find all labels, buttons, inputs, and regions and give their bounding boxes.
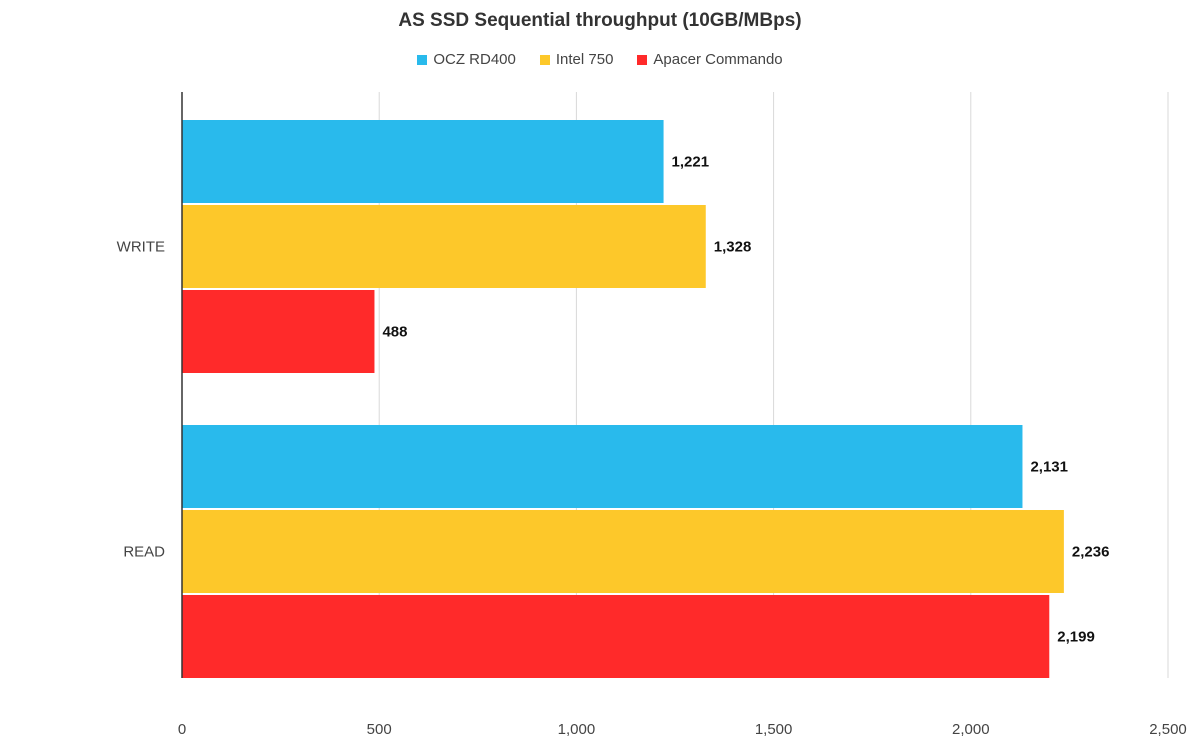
legend-label: OCZ RD400 <box>433 51 516 68</box>
legend-label: Apacer Commando <box>653 51 783 68</box>
category-label: READ <box>123 544 165 561</box>
legend-swatch <box>637 54 648 65</box>
x-tick-label: 2,000 <box>952 721 990 738</box>
data-label: 2,199 <box>1057 629 1095 646</box>
bar <box>182 595 1050 678</box>
x-tick-label: 0 <box>178 721 186 738</box>
bar <box>182 425 1023 508</box>
bar <box>182 205 706 288</box>
bar <box>182 290 375 373</box>
x-tick-label: 1,500 <box>755 721 793 738</box>
legend-swatch <box>417 54 428 65</box>
x-tick-label: 1,000 <box>558 721 596 738</box>
legend-item: Intel 750 <box>539 51 614 68</box>
legend: OCZ RD400 Intel 750 Apacer Commando <box>0 51 1200 68</box>
data-label: 2,236 <box>1072 544 1110 561</box>
legend-item: OCZ RD400 <box>417 51 516 68</box>
legend-swatch <box>539 54 550 65</box>
data-label: 1,328 <box>714 239 752 256</box>
data-label: 1,221 <box>672 154 710 171</box>
legend-label: Intel 750 <box>555 51 614 68</box>
data-label: 488 <box>382 324 407 341</box>
chart-title: AS SSD Sequential throughput (10GB/MBps) <box>398 10 802 31</box>
data-label: 2,131 <box>1030 459 1068 476</box>
x-tick-label: 2,500 <box>1149 721 1187 738</box>
category-label: WRITE <box>117 239 165 256</box>
bar <box>182 510 1064 593</box>
x-tick-label: 500 <box>367 721 392 738</box>
bar <box>182 120 664 203</box>
legend-item: Apacer Commando <box>637 51 783 68</box>
